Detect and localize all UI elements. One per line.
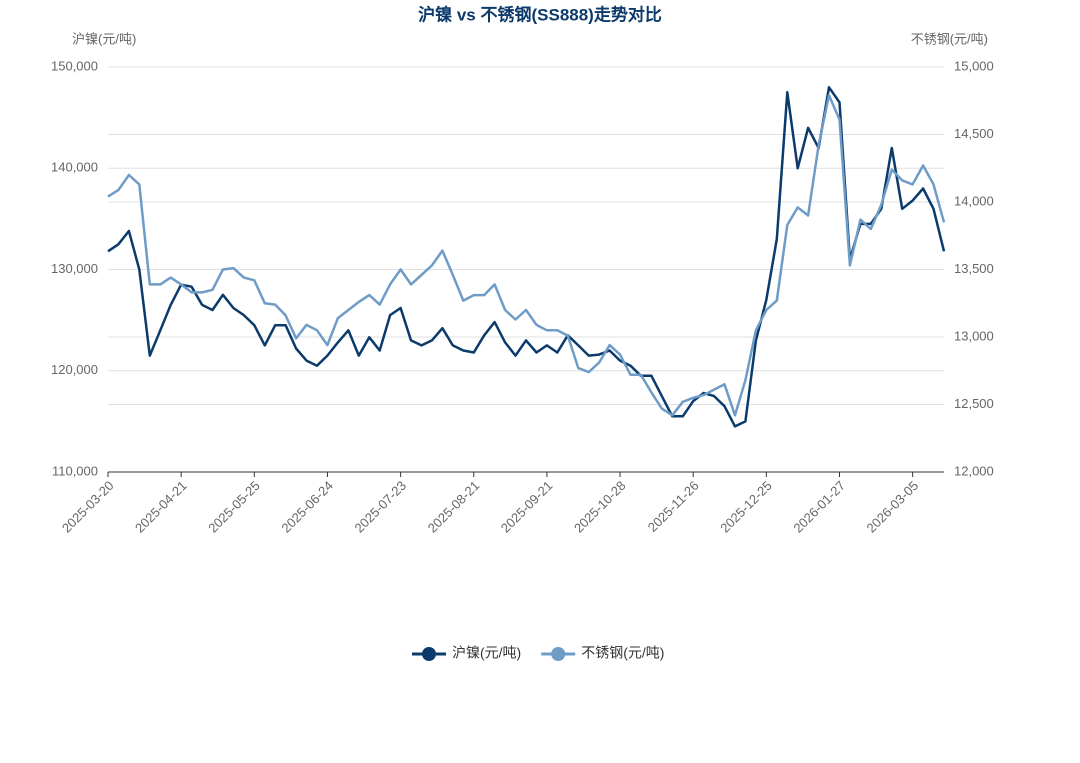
series-line [107, 94, 946, 417]
chart-title: 沪镍 vs 不锈钢(SS888)走势对比 [418, 4, 662, 24]
y2-tick-label: 12,000 [954, 463, 994, 478]
y-tick-label: 110,000 [52, 463, 98, 478]
x-tick-label: 2025-08-21 [425, 478, 483, 536]
legend-marker [422, 647, 436, 661]
y2-axis-title: 不锈钢(元/吨) [911, 31, 988, 46]
x-tick-label: 2025-07-23 [352, 478, 410, 536]
legend-marker [551, 647, 566, 661]
x-tick-label: 2025-10-28 [571, 478, 629, 536]
legend-label: 沪镍(元/吨) [452, 645, 521, 661]
x-tick-label: 2026-01-27 [790, 478, 848, 536]
y2-tick-label: 15,000 [954, 58, 994, 73]
legend-label: 不锈钢(元/吨) [581, 645, 664, 661]
x-tick-label: 2025-09-21 [498, 478, 556, 536]
y2-tick-label: 13,000 [954, 328, 994, 343]
y-axis-title: 沪镍(元/吨) [72, 31, 136, 46]
x-tick-label: 2025-06-24 [278, 478, 336, 536]
x-tick-label: 2025-11-26 [645, 478, 702, 535]
x-tick-label: 2026-03-05 [864, 478, 922, 536]
y-tick-label: 120,000 [51, 362, 98, 377]
y2-tick-label: 14,500 [954, 126, 994, 141]
series-line [107, 86, 946, 428]
x-tick-label: 2025-12-25 [717, 478, 775, 536]
y2-tick-label: 13,500 [954, 261, 994, 276]
y-tick-label: 150,000 [51, 58, 98, 73]
y2-tick-label: 14,000 [954, 193, 994, 208]
x-tick-label: 2025-03-20 [59, 478, 117, 536]
x-tick-label: 2025-05-25 [205, 478, 263, 536]
x-tick-label: 2025-04-21 [132, 478, 190, 536]
y-tick-label: 140,000 [51, 160, 98, 175]
y-tick-label: 130,000 [51, 261, 98, 276]
y2-tick-label: 12,500 [954, 396, 994, 411]
